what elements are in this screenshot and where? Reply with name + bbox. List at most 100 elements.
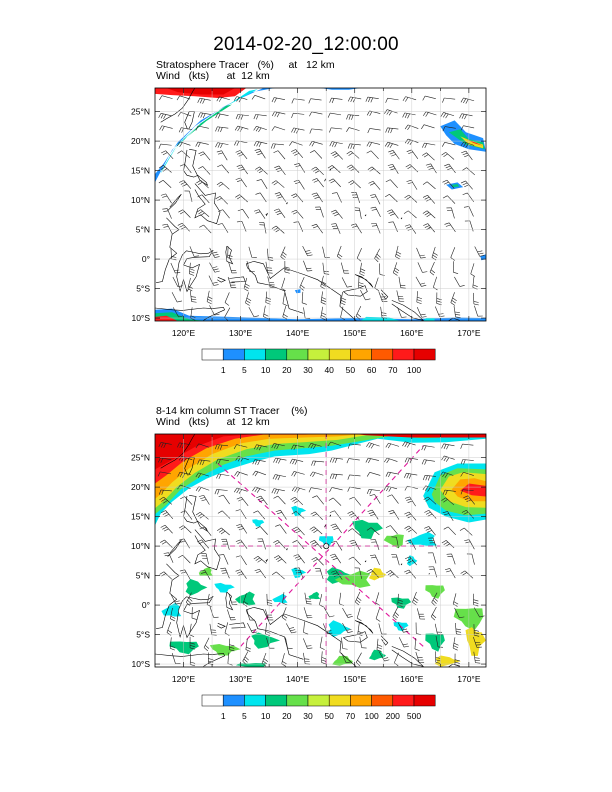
wind-barb-feather — [190, 317, 196, 321]
wind-barb-feather — [408, 473, 412, 479]
plot-area — [155, 434, 486, 667]
wind-barb-feather — [275, 167, 281, 170]
wind-barb-feather — [213, 254, 219, 256]
wind-barb-feather — [454, 664, 460, 667]
wind-barb-feather — [370, 554, 376, 556]
wind-barb-feather — [229, 646, 235, 649]
wind-barb-feather — [346, 114, 349, 120]
wind-barb — [390, 179, 398, 188]
wind-barb — [352, 180, 361, 189]
wind-barb — [435, 636, 439, 647]
wind-barb — [408, 525, 418, 534]
wind-barb-feather — [233, 487, 238, 493]
wind-barb-feather — [425, 528, 431, 531]
wind-barb — [160, 143, 172, 146]
wind-barb — [395, 245, 399, 257]
wind-barb-feather — [200, 113, 204, 118]
wind-barb — [166, 208, 172, 219]
wind-barb-feather — [404, 473, 407, 478]
wind-barb-feather — [294, 556, 300, 559]
wind-barb-feather — [368, 97, 371, 103]
wind-barb — [202, 151, 211, 161]
wind-barb-feather — [224, 632, 230, 636]
wind-barb-feather — [350, 223, 356, 226]
wind-barb-feather — [452, 647, 458, 651]
wind-barb — [160, 489, 172, 492]
wind-barb — [209, 623, 212, 635]
wind-barb — [161, 125, 173, 129]
wind-barb-feather — [216, 181, 222, 186]
wind-barb — [245, 292, 249, 303]
wind-barb-feather — [337, 256, 342, 260]
wind-barb-feather — [252, 470, 256, 476]
wind-barb-feather — [332, 474, 335, 479]
wind-barb-feather — [200, 571, 206, 574]
wind-barb-feather — [265, 631, 271, 634]
wind-barb-feather — [306, 252, 312, 254]
wind-barb-feather — [334, 474, 338, 480]
wind-barb-feather — [162, 195, 168, 198]
wind-barb-feather — [261, 663, 267, 667]
wind-barb-feather — [331, 141, 335, 147]
wind-barb — [473, 607, 480, 618]
wind-barb-feather — [214, 489, 217, 495]
wind-barb-feather — [215, 126, 218, 132]
wind-barb-feather — [393, 270, 399, 274]
wind-barb-feather — [291, 193, 296, 197]
wind-barb-feather — [461, 114, 465, 119]
wind-barb — [398, 637, 405, 648]
wind-barb-feather — [233, 444, 237, 450]
wind-barb-feather — [463, 206, 469, 208]
wind-barb-feather — [189, 645, 195, 647]
wind-barb-feather — [276, 112, 280, 118]
wind-barb-feather — [394, 662, 399, 667]
wind-barb-feather — [179, 538, 185, 541]
wind-barb-feather — [348, 556, 354, 560]
wind-barb-feather — [292, 459, 296, 465]
wind-barb-feather — [195, 486, 200, 491]
wind-barb-feather — [455, 314, 461, 316]
wind-barb — [294, 496, 304, 506]
wind-barb — [430, 163, 437, 174]
marker-dashed-line — [217, 463, 424, 647]
wind-barb-feather — [252, 459, 256, 465]
wind-barb — [165, 150, 174, 159]
wind-barb-feather — [243, 288, 249, 292]
wind-barb — [455, 622, 457, 634]
wind-barb-feather — [389, 166, 395, 169]
wind-barb — [184, 569, 191, 580]
wind-barb-feather — [214, 256, 220, 258]
wind-barb — [265, 609, 269, 621]
wind-barb-feather — [341, 297, 347, 301]
wind-barb-feather — [329, 457, 333, 463]
wind-barb-feather — [388, 221, 394, 223]
wind-barb — [447, 195, 456, 204]
wind-barb-feather — [347, 615, 353, 618]
wind-barb-feather — [321, 312, 327, 316]
wind-barb-feather — [435, 662, 441, 664]
wind-barb — [354, 540, 360, 551]
wind-barb — [409, 224, 417, 234]
wind-barb — [227, 609, 232, 621]
wind-barb-feather — [455, 628, 461, 631]
wind-barb — [240, 509, 247, 520]
wind-barb-feather — [273, 443, 277, 449]
wind-barb-feather — [179, 472, 183, 478]
x-tick-label: 150°E — [343, 328, 367, 338]
wind-barb-feather — [385, 127, 388, 133]
wind-barb-feather — [170, 615, 176, 619]
wind-barb-feather — [177, 222, 183, 226]
wind-barb-feather — [385, 442, 389, 448]
wind-barb-feather — [424, 143, 428, 149]
wind-barb — [462, 459, 474, 461]
wind-barb — [170, 607, 173, 619]
wind-barb-feather — [199, 224, 204, 228]
wind-barb-feather — [163, 552, 169, 554]
wind-barb-feather — [216, 150, 222, 153]
wind-barb-feather — [368, 180, 374, 184]
wind-barb-feather — [265, 302, 271, 305]
wind-barb-feather — [409, 140, 413, 146]
x-tick-label: 140°E — [286, 328, 310, 338]
wind-barb — [454, 276, 461, 287]
wind-barb — [348, 127, 360, 131]
